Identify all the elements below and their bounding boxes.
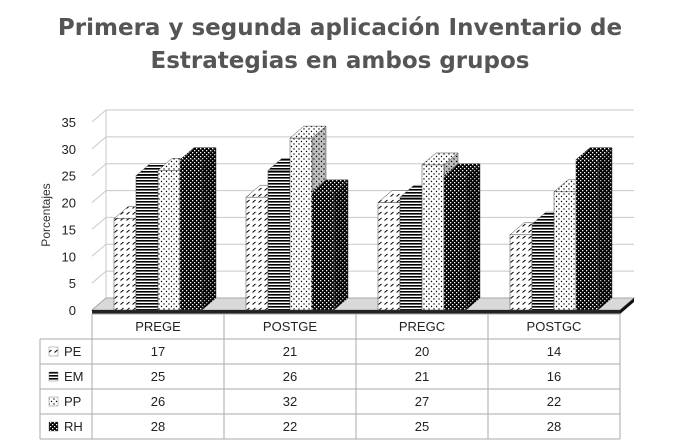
legend-swatch-pp — [48, 396, 59, 407]
bar-rh-prege — [179, 147, 217, 311]
data-label: 20 — [415, 344, 429, 359]
bar-front — [311, 191, 335, 311]
y-tick-label: 25 — [62, 169, 76, 184]
legend-swatch-rh — [48, 421, 59, 432]
bar-side-shade — [598, 147, 612, 310]
legend-label-pp: PP — [64, 394, 81, 409]
bar-side-shade — [334, 179, 348, 310]
legend-label-pe: PE — [64, 344, 82, 359]
bar-front — [267, 170, 291, 311]
data-label: 14 — [547, 344, 561, 359]
gridline — [91, 136, 634, 150]
data-label: 21 — [415, 369, 429, 384]
y-tick-label: 10 — [62, 249, 76, 264]
data-label: 25 — [151, 369, 165, 384]
data-label: 22 — [547, 394, 561, 409]
bar-front — [245, 196, 269, 311]
y-tick-label: 30 — [62, 142, 76, 157]
bar-front — [421, 164, 445, 311]
data-label: 28 — [151, 419, 165, 434]
data-label: 21 — [283, 344, 297, 359]
floor-side — [620, 298, 634, 314]
bar-front — [113, 218, 137, 311]
data-label: 25 — [415, 419, 429, 434]
data-label: 22 — [283, 419, 297, 434]
legend-label-rh: RH — [64, 419, 83, 434]
chart-title-line-1: Primera y segunda aplicación Inventario … — [57, 15, 623, 41]
y-tick-label: 0 — [69, 303, 76, 318]
x-tick-label: PREGC — [399, 319, 445, 334]
x-tick-label: PREGE — [135, 319, 181, 334]
x-tick-label: POSTGC — [527, 319, 582, 334]
bar-rh-pregc — [443, 163, 481, 311]
y-tick-label: 15 — [62, 222, 76, 237]
bars — [113, 125, 613, 311]
y-tick-label: 5 — [69, 276, 76, 291]
bar-front — [289, 137, 313, 311]
bar-front — [553, 191, 577, 311]
data-label: 26 — [151, 394, 165, 409]
y-tick-label: 20 — [62, 196, 76, 211]
data-label: 26 — [283, 369, 297, 384]
chart-title: Primera y segunda aplicación Inventario … — [40, 12, 640, 78]
y-tick-label: 35 — [62, 115, 76, 130]
data-label: 32 — [283, 394, 297, 409]
bar-side-shade — [202, 147, 216, 310]
data-label: 27 — [415, 394, 429, 409]
gridline — [91, 109, 634, 123]
bar-rh-postge — [311, 179, 349, 311]
bar-front — [399, 196, 423, 311]
bar-front — [575, 159, 599, 311]
bar-front — [531, 223, 555, 311]
bar-front — [157, 170, 181, 311]
legend-swatch-em — [48, 371, 59, 382]
legend-label-em: EM — [64, 369, 84, 384]
data-label: 17 — [151, 344, 165, 359]
x-tick-label: POSTGE — [263, 319, 318, 334]
bar-front — [179, 159, 203, 311]
bar-front — [377, 202, 401, 311]
bar-front — [443, 175, 467, 311]
floor-front — [92, 310, 620, 314]
data-label: 28 — [547, 419, 561, 434]
bar-front — [509, 234, 533, 311]
legend-swatch-pe — [48, 346, 59, 357]
bar-front — [135, 175, 159, 311]
bar-rh-postgc — [575, 147, 613, 311]
data-table: PREGE POSTGE PREGC POSTGC PE 17 21 20 14 EM 25 26 21… — [39, 313, 621, 440]
y-axis-ticks: 0 5 10 15 20 25 30 35 — [62, 115, 76, 318]
chart-title-line-2: Estrategias en ambos grupos — [150, 48, 530, 74]
bar-side-shade — [466, 163, 480, 310]
y-axis-label: Porcentajes — [39, 183, 53, 246]
data-label: 16 — [547, 369, 561, 384]
